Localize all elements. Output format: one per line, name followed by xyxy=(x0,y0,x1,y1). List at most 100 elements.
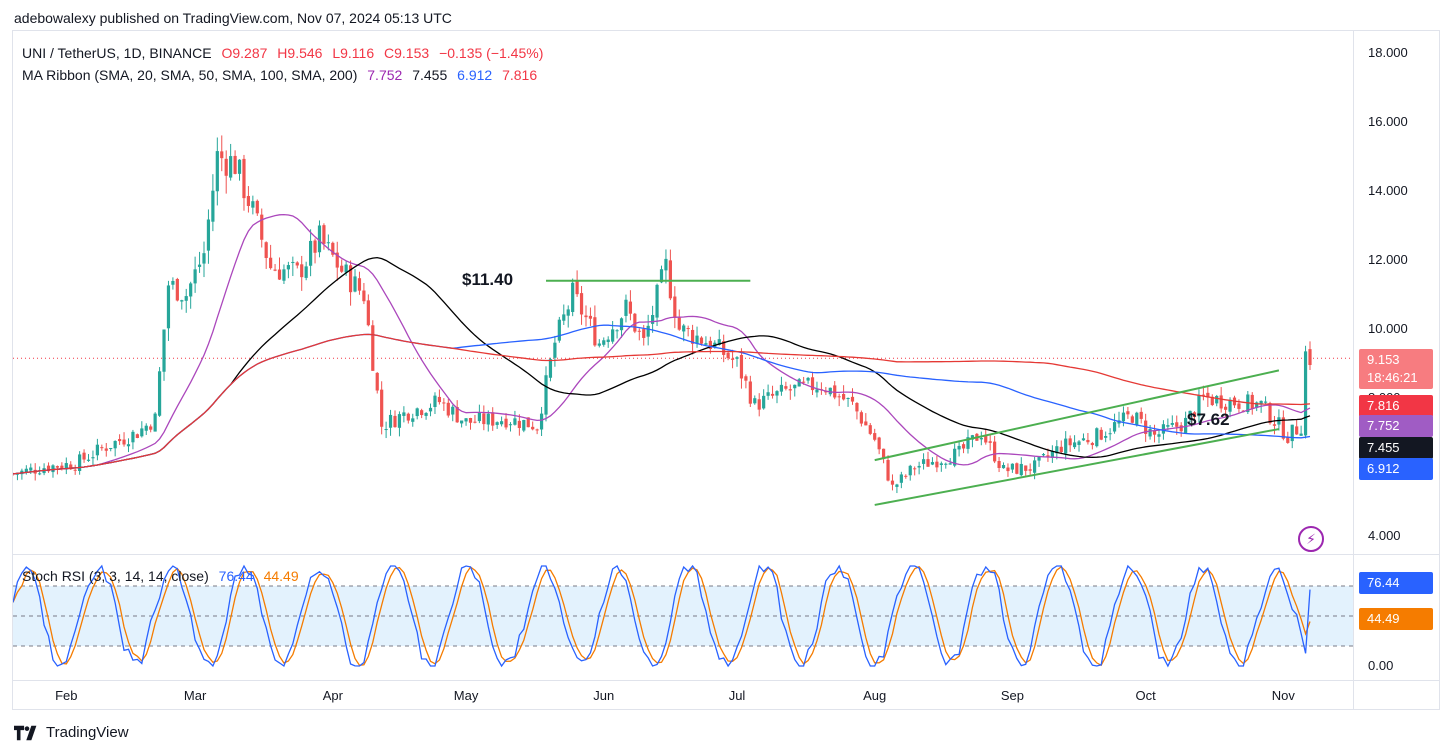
time-tick-label: Apr xyxy=(323,688,344,703)
candle-body xyxy=(833,385,837,398)
candle-body xyxy=(291,261,295,263)
candle-body xyxy=(366,300,370,326)
candle-body xyxy=(348,265,353,293)
candle-body xyxy=(140,428,144,437)
symbol-legend[interactable]: UNI / TetherUS, 1D, BINANCE O9.287 H9.54… xyxy=(22,45,549,61)
candle-body xyxy=(246,196,251,206)
candle-body xyxy=(522,419,526,431)
candle-body xyxy=(1059,446,1063,452)
candle-body xyxy=(686,328,690,330)
candle-body xyxy=(455,406,459,423)
tradingview-logo-icon xyxy=(14,725,37,740)
candle-body xyxy=(300,264,304,278)
candle-body xyxy=(326,242,330,244)
stoch-rsi-panel[interactable] xyxy=(13,556,1353,680)
candle-body xyxy=(699,337,704,344)
candle-body xyxy=(1219,395,1223,409)
candle-body xyxy=(451,406,455,415)
candle-body xyxy=(735,357,739,359)
candle-body xyxy=(460,420,464,424)
candle-body xyxy=(1104,436,1108,438)
candle-body xyxy=(895,484,899,487)
candle-body xyxy=(211,190,215,222)
candle-body xyxy=(1228,399,1232,412)
candle-body xyxy=(1046,455,1050,457)
candle-body xyxy=(340,265,344,272)
candle-body xyxy=(24,468,28,473)
candle-body xyxy=(64,463,68,470)
candle-body xyxy=(166,285,171,329)
candle-body xyxy=(482,413,486,425)
candle-body xyxy=(251,201,255,208)
candle-body xyxy=(442,402,446,404)
time-tick-label: Jun xyxy=(593,688,614,703)
time-tick-label: Oct xyxy=(1136,688,1157,703)
candle-body xyxy=(308,240,313,266)
footer-brand[interactable]: TradingView xyxy=(14,724,129,741)
candle-body xyxy=(331,242,335,255)
candle-body xyxy=(997,460,1001,468)
candle-body xyxy=(1068,438,1072,446)
candle-body xyxy=(726,352,730,359)
ma50-price-tag: 7.455 xyxy=(1359,437,1433,459)
candle-body xyxy=(286,265,290,270)
candle-body xyxy=(904,475,908,477)
lightning-icon[interactable]: ⚡ xyxy=(1298,526,1324,552)
candle-body xyxy=(762,395,766,409)
candle-body xyxy=(539,413,544,430)
candle-body xyxy=(277,269,282,280)
support-annotation: $7.62 xyxy=(1187,410,1230,429)
candle-body xyxy=(1028,469,1032,471)
candle-body xyxy=(917,465,921,468)
candle-body xyxy=(993,441,997,462)
price-chart[interactable] xyxy=(13,31,1353,554)
candle-body xyxy=(788,389,792,391)
candle-body xyxy=(913,468,917,470)
candle-body xyxy=(575,280,579,295)
stoch-d-line xyxy=(13,565,1311,667)
candle-body xyxy=(282,269,286,281)
ma100-price-tag: 6.912 xyxy=(1359,458,1433,480)
candle-body xyxy=(144,425,148,431)
publisher-caption: adebowalexy published on TradingView.com… xyxy=(14,10,452,26)
ma50-value: 7.455 xyxy=(412,67,448,83)
ma-ribbon-legend[interactable]: MA Ribbon (SMA, 20, SMA, 50, SMA, 100, S… xyxy=(22,67,543,83)
candle-body xyxy=(375,372,379,391)
candle-body xyxy=(948,463,952,465)
stoch-label: Stoch RSI (3, 3, 14, 14, close) xyxy=(22,568,209,584)
stoch-d-value: 44.49 xyxy=(263,568,299,584)
candle-body xyxy=(673,296,677,318)
candle-body xyxy=(255,200,259,214)
candle-body xyxy=(1081,438,1086,441)
candle-body xyxy=(1121,412,1126,422)
candle-body xyxy=(935,461,939,468)
candle-body xyxy=(531,426,535,430)
stoch-legend[interactable]: Stoch RSI (3, 3, 14, 14, close) 76.44 44… xyxy=(22,568,305,584)
candle-body xyxy=(615,330,619,332)
price-tick-label: 10.000 xyxy=(1368,321,1408,336)
candle-body xyxy=(815,389,819,393)
candle-body xyxy=(1086,439,1090,443)
candle-body xyxy=(850,396,855,402)
candle-body xyxy=(908,465,912,476)
pane-separator[interactable] xyxy=(13,554,1439,555)
chart-frame[interactable] xyxy=(12,30,1440,710)
candle-body xyxy=(757,399,761,410)
candle-body xyxy=(1006,467,1010,472)
candle-body xyxy=(753,398,757,404)
candle-body xyxy=(1308,349,1312,365)
candle-body xyxy=(109,448,113,450)
candle-body xyxy=(659,269,664,283)
candle-body xyxy=(793,384,797,389)
candle-body xyxy=(69,464,73,470)
candle-body xyxy=(846,398,850,400)
channel-lower-line xyxy=(874,428,1280,506)
candle-body xyxy=(229,156,233,178)
candle-body xyxy=(357,278,362,291)
time-axis[interactable]: Feb Mar Apr May Jun Jul Aug Sep Oct Nov xyxy=(13,680,1353,710)
candle-body xyxy=(566,309,570,316)
candle-body xyxy=(420,410,424,416)
candle-body xyxy=(468,418,473,423)
candle-body xyxy=(1299,433,1303,436)
candle-body xyxy=(953,448,957,466)
